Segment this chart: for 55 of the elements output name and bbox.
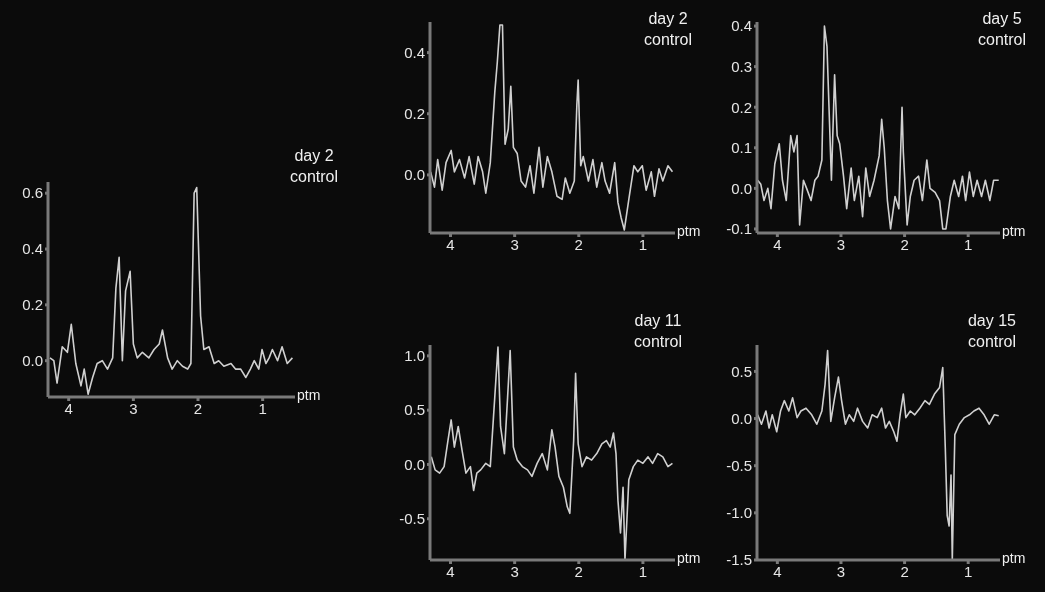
y-tick-label: 0.5 (731, 362, 752, 380)
x-tick-label: 1 (964, 562, 973, 580)
y-tick-label: -0.5 (399, 510, 425, 528)
y-tick-label: 0.2 (404, 105, 425, 123)
chart-title: day 5 control (977, 9, 1027, 50)
x-tick-label: 1 (964, 235, 973, 253)
x-tick-label: 1 (638, 235, 648, 253)
x-tick-label: 1 (258, 399, 267, 417)
x-tick-label: 3 (510, 235, 519, 253)
x-tick-label: 2 (574, 562, 583, 580)
x-tick-label: 2 (574, 235, 583, 253)
x-tick-label: 3 (836, 235, 846, 253)
y-tick-label: 0.0 (731, 179, 752, 197)
y-tick-label: 0.0 (731, 409, 752, 427)
x-tick-label: 2 (900, 235, 909, 253)
y-tick-label: 0.4 (404, 43, 425, 61)
x-axis-title: ptm (1002, 223, 1026, 239)
y-tick-label: -1.5 (726, 551, 752, 569)
x-tick-label: 3 (510, 562, 519, 580)
y-tick-label: -1.0 (726, 504, 752, 522)
y-tick-label: 0.0 (404, 166, 425, 184)
y-tick-label: 0.6 (22, 184, 43, 202)
x-axis-title: ptm (677, 223, 701, 239)
x-tick-label: 4 (446, 562, 455, 580)
x-tick-label: 1 (638, 562, 648, 580)
y-tick-label: -0.1 (726, 220, 752, 238)
y-tick-label: 0.0 (404, 455, 425, 473)
chart-title: day 2 control (643, 9, 693, 50)
line-series (49, 186, 294, 396)
x-tick-label: 4 (773, 562, 782, 580)
line-series (757, 349, 1000, 560)
x-tick-label: 2 (193, 399, 203, 417)
y-tick-label: 0.2 (22, 296, 43, 314)
line-series (430, 346, 674, 560)
y-tick-label: -0.5 (726, 457, 752, 475)
x-axis-title: ptm (677, 550, 701, 566)
y-tick-label: 0.1 (731, 139, 752, 157)
y-tick-label: 1.0 (404, 347, 425, 365)
y-tick-label: 0.0 (22, 352, 43, 370)
y-tick-label: 0.4 (731, 17, 752, 35)
y-tick-label: 0.3 (731, 57, 752, 75)
x-axis-title: ptm (1002, 550, 1026, 566)
x-tick-label: 2 (900, 562, 909, 580)
y-tick-label: 0.2 (731, 98, 752, 116)
x-tick-label: 4 (773, 235, 782, 253)
x-tick-label: 3 (129, 399, 138, 417)
x-tick-label: 4 (446, 235, 455, 253)
x-tick-label: 4 (64, 399, 73, 417)
x-tick-label: 3 (836, 562, 846, 580)
x-axis-title: ptm (297, 387, 321, 403)
y-tick-label: 0.5 (404, 401, 425, 419)
chart-title: day 15 control (966, 311, 1017, 352)
chart-title: day 2 control (289, 146, 339, 187)
chart-title: day 11 control (633, 311, 683, 352)
y-tick-label: 0.4 (22, 240, 43, 258)
